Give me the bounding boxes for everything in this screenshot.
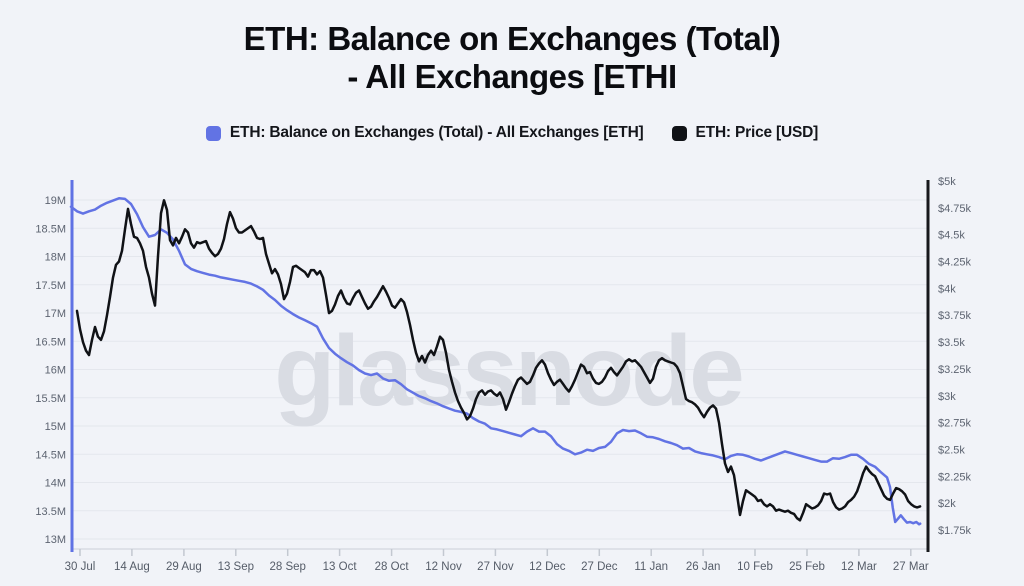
legend: ETH: Balance on Exchanges (Total) - All … <box>0 124 1024 142</box>
x-tick-label: 13 Oct <box>323 561 358 573</box>
y-left-tick-label: 15M <box>45 421 66 433</box>
x-tick-label: 28 Oct <box>375 561 410 573</box>
y-left-tick-label: 18.5M <box>35 223 66 235</box>
y-right-tick-label: $4.5k <box>938 230 965 242</box>
y-right-tick-label: $4.75k <box>938 203 972 215</box>
y-right-tick-label: $3k <box>938 391 956 403</box>
y-right-tick-label: $2.25k <box>938 471 972 483</box>
y-left-tick-label: 17.5M <box>35 280 66 292</box>
x-tick-label: 12 Nov <box>425 561 462 573</box>
y-left-tick-label: 19M <box>45 195 66 207</box>
y-left-tick-label: 13.5M <box>35 506 66 518</box>
legend-swatch-balance <box>205 125 221 141</box>
y-right-tick-label: $4k <box>938 283 956 295</box>
x-tick-label: 27 Nov <box>477 561 514 573</box>
y-left-tick-label: 13M <box>45 534 66 546</box>
legend-label-price: ETH: Price [USD] <box>695 124 819 141</box>
y-right-tick-label: $4.25k <box>938 257 972 269</box>
x-tick-label: 12 Mar <box>841 561 877 573</box>
balance-line <box>69 197 922 526</box>
chart-title-line2: - All Exchanges [ETHI <box>347 58 677 95</box>
y-left-tick-label: 17M <box>45 308 66 320</box>
x-tick-label: 13 Sep <box>218 561 254 573</box>
x-tick-label: 12 Dec <box>529 561 566 573</box>
legend-label-balance: ETH: Balance on Exchanges (Total) - All … <box>229 124 644 141</box>
y-left-tick-label: 14.5M <box>35 449 66 461</box>
y-left-tick-label: 15.5M <box>35 393 66 405</box>
x-tick-label: 28 Sep <box>269 561 305 573</box>
x-tick-label: 30 Jul <box>65 561 96 573</box>
y-right-tick-label: $2.5k <box>938 444 965 456</box>
x-tick-label: 10 Feb <box>737 561 773 573</box>
y-right-tick-label: $3.25k <box>938 364 972 376</box>
x-tick-label: 29 Aug <box>166 561 202 573</box>
x-tick-label: 27 Dec <box>581 561 618 573</box>
y-right-tick-label: $1.75k <box>938 525 972 537</box>
y-right-tick-label: $5k <box>938 176 956 188</box>
legend-item-price: ETH: Price [USD] <box>671 124 819 142</box>
price-line <box>75 199 922 522</box>
x-tick-label: 11 Jan <box>634 561 668 573</box>
y-left-tick-label: 14M <box>45 478 66 490</box>
y-left-tick-label: 18M <box>45 252 66 264</box>
legend-item-balance: ETH: Balance on Exchanges (Total) - All … <box>205 124 644 142</box>
x-tick-label: 26 Jan <box>686 561 721 573</box>
y-left-tick-label: 16M <box>45 365 66 377</box>
chart-title: ETH: Balance on Exchanges (Total) - All … <box>0 20 1024 96</box>
x-tick-label: 27 Mar <box>893 561 929 573</box>
x-tick-label: 25 Feb <box>789 561 825 573</box>
x-tick-label: 14 Aug <box>114 561 150 573</box>
y-right-tick-label: $2k <box>938 498 956 510</box>
chart-title-line1: ETH: Balance on Exchanges (Total) <box>243 20 781 57</box>
watermark-text: glassnode <box>274 315 742 427</box>
y-right-tick-label: $3.5k <box>938 337 965 349</box>
y-right-tick-label: $3.75k <box>938 310 972 322</box>
y-left-tick-label: 16.5M <box>35 336 66 348</box>
legend-swatch-price <box>671 125 687 141</box>
y-right-tick-label: $2.75k <box>938 418 972 430</box>
